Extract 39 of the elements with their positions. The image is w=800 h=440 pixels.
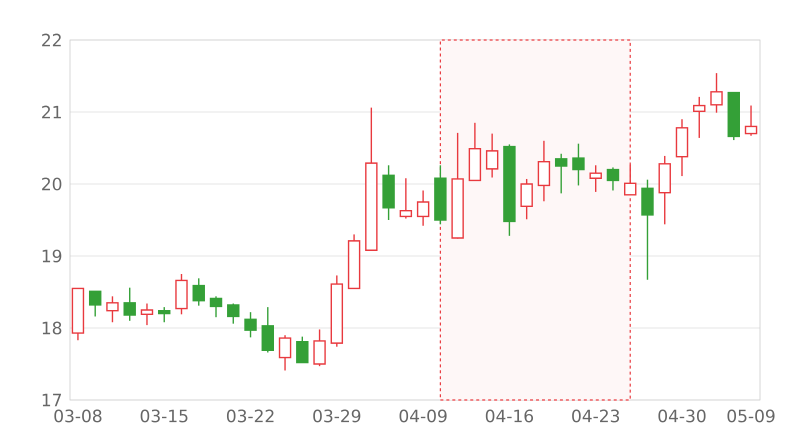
x-tick-label: 04-09 [400,410,447,422]
candlestick [278,334,292,372]
candlestick [693,96,706,139]
candlestick [88,290,102,318]
candlestick [140,302,154,326]
x-tick-label: 03-15 [140,410,188,422]
y-tick-label: 22 [42,34,61,46]
x-tick-label: 04-16 [486,410,534,422]
candlestick [313,328,326,367]
candlestick [554,153,568,194]
x-tick-label: 04-30 [658,410,706,422]
candlestick [210,296,222,318]
candlestick [606,166,620,192]
candlestick [589,164,602,193]
candlestick [244,311,257,338]
candlestick [192,278,205,306]
candlestick [744,104,758,136]
y-tick-label: 19 [42,250,62,262]
candlestick [416,190,430,226]
x-tick-label: 04-23 [572,410,620,422]
candlestick [520,178,533,220]
candlestick [572,142,585,186]
candlestick [538,140,550,202]
y-tick-label: 18 [42,322,62,334]
x-tick-label: 03-22 [226,410,274,422]
y-tick-label: 17 [42,394,62,406]
candlestick [106,296,119,323]
y-tick-label: 20 [42,178,62,190]
y-tick-label: 21 [42,106,61,118]
x-tick-label: 05-09 [727,410,775,422]
candlestick [486,132,498,178]
candlestick [710,72,723,114]
candlestick [227,302,240,324]
candlestick [123,286,136,322]
candlestick [296,336,309,364]
x-tick-label: 03-08 [54,410,102,422]
x-tick-label: 03-29 [313,410,360,422]
candlestick [158,306,170,323]
candlestick [400,178,412,220]
